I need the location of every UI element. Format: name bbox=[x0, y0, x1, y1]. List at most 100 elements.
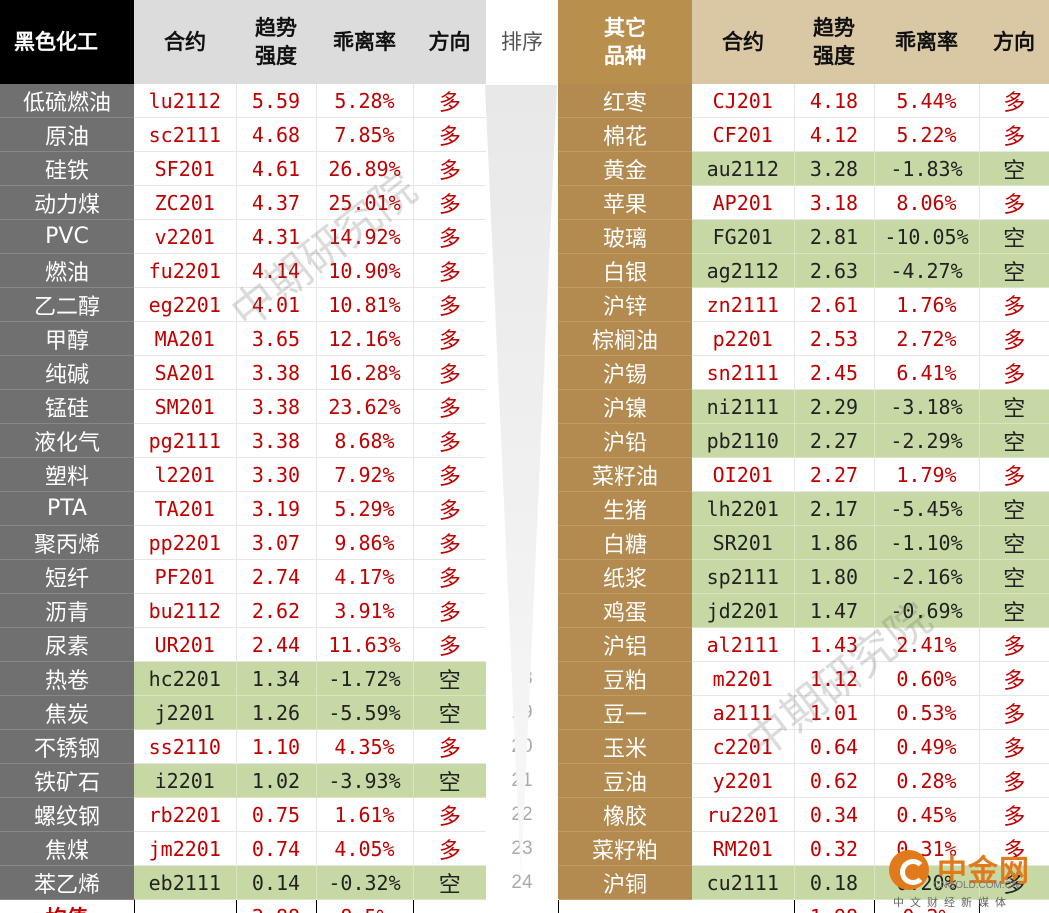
left-direction: 多 bbox=[413, 185, 486, 220]
cngold-logo: 中金网 CNGOLD.COM.CN 中文财经新媒体 bbox=[883, 842, 1049, 913]
right-deviation-rate: 2.72% bbox=[874, 321, 980, 356]
left-deviation-rate: 12.16% bbox=[316, 321, 414, 356]
right-deviation-rate: 0.53% bbox=[874, 695, 980, 730]
right-contract-header: 合约 bbox=[692, 0, 794, 84]
left-contract-code: ss2110 bbox=[134, 729, 237, 764]
right-deviation-rate: -4.27% bbox=[874, 253, 980, 288]
right-contract-code: pb2110 bbox=[692, 423, 795, 458]
left-direction: 多 bbox=[413, 525, 486, 560]
left-commodity-name: 塑料 bbox=[0, 457, 134, 492]
left-direction: 空 bbox=[413, 661, 486, 696]
left-commodity-name: 锰硅 bbox=[0, 389, 134, 424]
right-deviation-rate: -2.29% bbox=[874, 423, 980, 458]
left-commodity-name: 动力煤 bbox=[0, 185, 134, 220]
left-direction: 多 bbox=[413, 389, 486, 424]
left-trend-strength: 0.74 bbox=[236, 831, 317, 866]
right-commodity-name: 玻璃 bbox=[558, 219, 692, 254]
left-deviation-rate: 3.91% bbox=[316, 593, 414, 628]
right-direction: 多 bbox=[979, 763, 1049, 798]
left-deviation-rate: -5.59% bbox=[316, 695, 414, 730]
average-empty-cell bbox=[486, 900, 558, 913]
right-commodity-name: 白银 bbox=[558, 253, 692, 288]
right-trend-strength: 4.12 bbox=[794, 117, 875, 152]
left-direction: 多 bbox=[413, 593, 486, 628]
right-direction: 多 bbox=[979, 865, 1049, 900]
right-contract-code: CF201 bbox=[692, 117, 795, 152]
left-trend-strength: 1.34 bbox=[236, 661, 317, 696]
left-deviation-rate: 1.61% bbox=[316, 797, 414, 832]
right-trend-strength: 3.28 bbox=[794, 151, 875, 186]
left-deviation-rate: 25.01% bbox=[316, 185, 414, 220]
left-average-deviation: 8.5% bbox=[315, 899, 414, 913]
right-direction: 多 bbox=[979, 627, 1049, 662]
right-deviation-rate: -3.18% bbox=[874, 389, 980, 424]
right-trend-strength: 3.18 bbox=[794, 185, 875, 220]
left-direction: 多 bbox=[413, 491, 486, 526]
right-trend-strength: 0.18 bbox=[794, 865, 875, 900]
left-deviation-rate: 4.35% bbox=[316, 729, 414, 764]
left-contract-code: pp2201 bbox=[134, 525, 237, 560]
left-deviation-rate: 9.86% bbox=[316, 525, 414, 560]
right-deviation-rate: 0.45% bbox=[874, 797, 980, 832]
left-contract-code: eb2111 bbox=[134, 865, 237, 900]
right-contract-code: ag2112 bbox=[692, 253, 795, 288]
right-average-strength: 1.98 bbox=[793, 899, 875, 913]
left-contract-code: UR201 bbox=[134, 627, 237, 662]
left-trend-strength: 5.59 bbox=[236, 84, 317, 118]
right-trend-strength: 2.63 bbox=[794, 253, 875, 288]
right-direction: 多 bbox=[979, 457, 1049, 492]
left-deviation-rate: -1.72% bbox=[316, 661, 414, 696]
right-commodity-name: 棉花 bbox=[558, 117, 692, 152]
right-contract-code: ru2201 bbox=[692, 797, 795, 832]
right-contract-code: OI201 bbox=[692, 457, 795, 492]
left-contract-code: jm2201 bbox=[134, 831, 237, 866]
right-deviation-rate: -1.83% bbox=[874, 151, 980, 186]
right-direction: 空 bbox=[979, 559, 1049, 594]
right-direction: 多 bbox=[979, 661, 1049, 696]
average-label: 均值 bbox=[0, 899, 135, 913]
right-deviation-rate: 1.76% bbox=[874, 287, 980, 322]
right-contract-code: lh2201 bbox=[692, 491, 795, 526]
right-contract-code: FG201 bbox=[692, 219, 795, 254]
left-direction-header: 方向 bbox=[413, 0, 486, 84]
right-contract-code: jd2201 bbox=[692, 593, 795, 628]
right-deviation-rate: 6.41% bbox=[874, 355, 980, 390]
right-commodity-name: 沪铜 bbox=[558, 865, 692, 900]
left-direction: 空 bbox=[413, 865, 486, 900]
right-direction: 多 bbox=[979, 287, 1049, 322]
left-direction: 多 bbox=[413, 117, 486, 152]
right-direction: 空 bbox=[979, 525, 1049, 560]
left-commodity-name: 低硫燃油 bbox=[0, 84, 134, 118]
right-contract-code: sn2111 bbox=[692, 355, 795, 390]
left-direction: 多 bbox=[413, 423, 486, 458]
left-direction: 多 bbox=[413, 219, 486, 254]
left-commodity-name: 沥青 bbox=[0, 593, 134, 628]
right-group-header: 其它品种 bbox=[558, 0, 692, 84]
left-direction: 多 bbox=[413, 151, 486, 186]
left-direction: 多 bbox=[413, 729, 486, 764]
left-commodity-name: 燃油 bbox=[0, 253, 134, 288]
left-deviation-rate: 4.17% bbox=[316, 559, 414, 594]
left-direction: 多 bbox=[413, 797, 486, 832]
left-contract-code: hc2201 bbox=[134, 661, 237, 696]
ranking-funnel-graphic bbox=[485, 85, 557, 880]
left-contract-code: j2201 bbox=[134, 695, 237, 730]
logo-en-text: CNGOLD.COM.CN bbox=[933, 880, 1020, 891]
right-commodity-name: 沪镍 bbox=[558, 389, 692, 424]
right-strength-header: 趋势强度 bbox=[794, 0, 874, 84]
right-commodity-name: 生猪 bbox=[558, 491, 692, 526]
right-commodity-name: 黄金 bbox=[558, 151, 692, 186]
left-trend-strength: 4.14 bbox=[236, 253, 317, 288]
left-commodity-name: 螺纹钢 bbox=[0, 797, 134, 832]
right-trend-strength: 1.12 bbox=[794, 661, 875, 696]
left-commodity-name: 短纤 bbox=[0, 559, 134, 594]
right-trend-strength: 4.18 bbox=[794, 84, 875, 118]
header-row: 黑色化工 合约 趋势强度 乖离率 方向 排序 其它品种 合约 趋势强度 乖离率 … bbox=[0, 0, 1049, 84]
left-commodity-name: 乙二醇 bbox=[0, 287, 134, 322]
left-deviation-rate: 14.92% bbox=[316, 219, 414, 254]
